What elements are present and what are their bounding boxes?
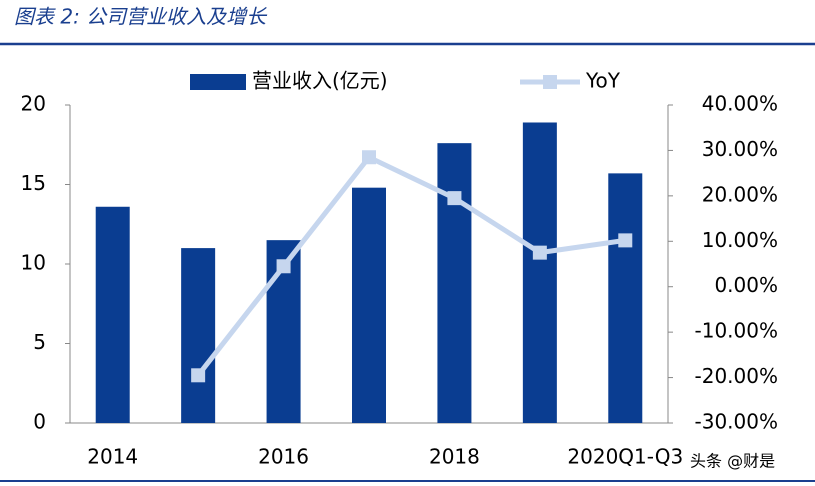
y-tick-label: 10 [21, 251, 46, 275]
y2-tick-label: 0.00% [714, 273, 778, 297]
legend-marker [543, 75, 557, 89]
x-tick-label: 2018 [429, 445, 480, 469]
bar [181, 248, 216, 423]
line-marker [447, 191, 462, 206]
line [196, 154, 626, 377]
chart-title: 图表 2: 公司营业收入及增长 [14, 5, 268, 29]
x-tick-label: 2014 [87, 445, 138, 469]
line-marker [532, 245, 547, 260]
y2-tick-label: 30.00% [702, 137, 778, 161]
bar [608, 173, 643, 423]
line-marker [191, 368, 206, 383]
x-tick-label: 2016 [258, 445, 309, 469]
line-marker [362, 150, 376, 165]
legend-label: 营业收入(亿元) [252, 69, 388, 93]
watermark: 头条 @财是 [690, 452, 775, 471]
legend-label: YoY [585, 69, 621, 93]
line-marker [276, 259, 291, 274]
y-tick-label: 5 [33, 330, 46, 354]
y-tick-label: 0 [33, 410, 46, 434]
bar [437, 143, 472, 423]
y-tick-label: 15 [21, 171, 46, 195]
line-marker [618, 233, 633, 248]
bar [95, 206, 130, 423]
y-tick-label: 20 [21, 92, 46, 116]
y2-tick-label: 40.00% [702, 92, 778, 116]
y2-tick-label: -30.00% [695, 410, 778, 434]
bar [522, 122, 557, 424]
y2-tick-label: -10.00% [695, 319, 778, 343]
y2-tick-label: 10.00% [702, 228, 778, 252]
bar [352, 187, 386, 423]
y2-tick-label: 20.00% [702, 182, 778, 206]
legend-swatch [190, 74, 246, 90]
y2-tick-label: -20.00% [695, 364, 778, 388]
x-tick-label: 2020Q1-Q3 [567, 445, 683, 469]
